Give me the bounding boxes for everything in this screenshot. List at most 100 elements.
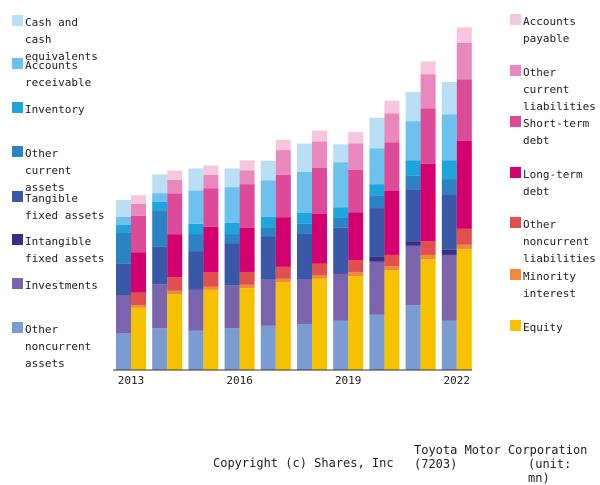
liabilities-bar-minority-interest-2022: [457, 245, 472, 249]
assets-bar-other-noncurrent-assets-2015: [188, 331, 203, 370]
assets-bar-tangible-fixed-assets-2020: [369, 208, 384, 257]
liabilities-legend-item: Other noncurrent liabilities: [510, 216, 599, 267]
legend-label: Inventory: [25, 101, 111, 118]
assets-bar-cash-and-cash-equivalents-2014: [152, 174, 167, 193]
liabilities-bar-accounts-payable-2015: [203, 165, 218, 174]
legend-swatch: [12, 58, 23, 69]
x-tick-label: 2019: [335, 374, 362, 387]
unit-label: (unit: mn): [528, 457, 600, 485]
assets-bar-inventory-2015: [188, 224, 203, 234]
liabilities-bar-minority-interest-2021: [421, 255, 436, 259]
assets-bar-accounts-receivable-2013: [116, 217, 131, 225]
legend-swatch: [12, 15, 23, 26]
assets-bar-other-noncurrent-assets-2014: [152, 328, 167, 370]
assets-bar-other-current-assets-2022: [442, 179, 457, 194]
assets-bar-investments-2019: [333, 274, 348, 321]
legend-label: Minority interest: [523, 268, 599, 302]
assets-bar-investments-2020: [369, 262, 384, 315]
liabilities-bar-short-term-debt-2016: [240, 184, 255, 227]
liabilities-bar-long-term-debt-2014: [167, 234, 182, 277]
assets-bar-intangible-fixed-assets-2017: [261, 279, 276, 280]
assets-bar-investments-2014: [152, 285, 167, 328]
assets-bar-other-noncurrent-assets-2018: [297, 324, 312, 370]
legend-swatch: [12, 146, 23, 157]
assets-bar-other-noncurrent-assets-2013: [116, 333, 131, 370]
assets-bar-investments-2015: [188, 290, 203, 331]
liabilities-bar-minority-interest-2016: [240, 285, 255, 288]
liabilities-bar-other-current-liabilities-2015: [203, 175, 218, 189]
assets-legend-item: Intangible fixed assets: [12, 233, 111, 267]
assets-bar-other-current-assets-2015: [188, 234, 203, 251]
assets-bar-other-current-assets-2019: [333, 218, 348, 228]
liabilities-bar-equity-2019: [348, 276, 363, 370]
assets-bar-intangible-fixed-assets-2022: [442, 250, 457, 255]
assets-bar-accounts-receivable-2017: [261, 180, 276, 217]
assets-bar-tangible-fixed-assets-2021: [406, 189, 421, 241]
assets-bar-other-current-assets-2013: [116, 232, 131, 264]
liabilities-bar-other-current-liabilities-2018: [312, 142, 327, 168]
liabilities-bar-minority-interest-2018: [312, 275, 327, 278]
liabilities-bar-long-term-debt-2021: [421, 164, 436, 242]
liabilities-bar-short-term-debt-2017: [276, 175, 291, 218]
legend-swatch: [510, 14, 521, 25]
assets-legend-item: Accounts receivable: [12, 57, 111, 91]
liabilities-bar-accounts-payable-2013: [131, 195, 146, 204]
assets-bar-tangible-fixed-assets-2016: [225, 243, 240, 285]
x-tick-label: 2016: [226, 374, 253, 387]
liabilities-bar-accounts-payable-2019: [348, 132, 363, 143]
liabilities-bar-accounts-payable-2014: [167, 171, 182, 180]
liabilities-bar-other-noncurrent-liabilities-2022: [457, 229, 472, 245]
liabilities-bar-long-term-debt-2022: [457, 141, 472, 229]
legend-label: Accounts receivable: [25, 57, 111, 91]
assets-legend-item: Other noncurrent assets: [12, 321, 111, 372]
legend-label: Intangible fixed assets: [25, 233, 111, 267]
assets-bar-other-noncurrent-assets-2021: [406, 305, 421, 370]
assets-bar-inventory-2014: [152, 202, 167, 211]
bars-group: [116, 27, 472, 370]
assets-bar-inventory-2022: [442, 160, 457, 179]
liabilities-bar-minority-interest-2015: [203, 286, 218, 289]
liabilities-bar-long-term-debt-2018: [312, 214, 327, 263]
legend-swatch: [510, 116, 521, 127]
liabilities-bar-long-term-debt-2013: [131, 252, 146, 292]
legend-swatch: [510, 167, 521, 178]
assets-bar-other-noncurrent-assets-2022: [442, 321, 457, 370]
assets-bar-cash-and-cash-equivalents-2018: [297, 144, 312, 172]
copyright: Copyright (c) Shares, Inc: [213, 456, 394, 470]
liabilities-bar-other-noncurrent-liabilities-2014: [167, 277, 182, 291]
liabilities-bar-short-term-debt-2015: [203, 188, 218, 226]
assets-bar-accounts-receivable-2022: [442, 114, 457, 160]
assets-bar-cash-and-cash-equivalents-2020: [369, 118, 384, 149]
liabilities-legend-item: Short-term debt: [510, 115, 599, 149]
assets-bar-tangible-fixed-assets-2019: [333, 228, 348, 273]
legend-swatch: [12, 278, 23, 289]
assets-bar-inventory-2021: [406, 160, 421, 175]
liabilities-bar-other-noncurrent-liabilities-2019: [348, 260, 363, 272]
assets-bar-other-current-assets-2017: [261, 228, 276, 237]
liabilities-bar-long-term-debt-2020: [384, 191, 399, 255]
assets-bar-accounts-receivable-2019: [333, 162, 348, 207]
liabilities-bar-short-term-debt-2022: [457, 79, 472, 140]
assets-bar-other-noncurrent-assets-2019: [333, 321, 348, 370]
liabilities-bar-long-term-debt-2015: [203, 227, 218, 272]
assets-bar-investments-2022: [442, 255, 457, 321]
legend-swatch: [510, 65, 521, 76]
legend-label: Other current liabilities: [523, 64, 599, 115]
assets-bar-tangible-fixed-assets-2017: [261, 237, 276, 280]
liabilities-bar-other-noncurrent-liabilities-2013: [131, 292, 146, 305]
liabilities-bar-equity-2021: [421, 259, 436, 370]
assets-bar-cash-and-cash-equivalents-2013: [116, 200, 131, 217]
assets-bar-other-noncurrent-assets-2020: [369, 315, 384, 370]
assets-bar-other-current-assets-2020: [369, 195, 384, 208]
liabilities-bar-accounts-payable-2017: [276, 140, 291, 150]
liabilities-bar-other-current-liabilities-2017: [276, 150, 291, 175]
legend-label: Investments: [25, 277, 111, 294]
liabilities-bar-other-current-liabilities-2013: [131, 204, 146, 216]
assets-bar-cash-and-cash-equivalents-2021: [406, 92, 421, 121]
liabilities-legend-item: Long-term debt: [510, 166, 599, 200]
liabilities-bar-other-noncurrent-liabilities-2017: [276, 267, 291, 279]
assets-bar-inventory-2018: [297, 213, 312, 224]
legend-swatch: [12, 234, 23, 245]
liabilities-bar-other-noncurrent-liabilities-2020: [384, 255, 399, 266]
